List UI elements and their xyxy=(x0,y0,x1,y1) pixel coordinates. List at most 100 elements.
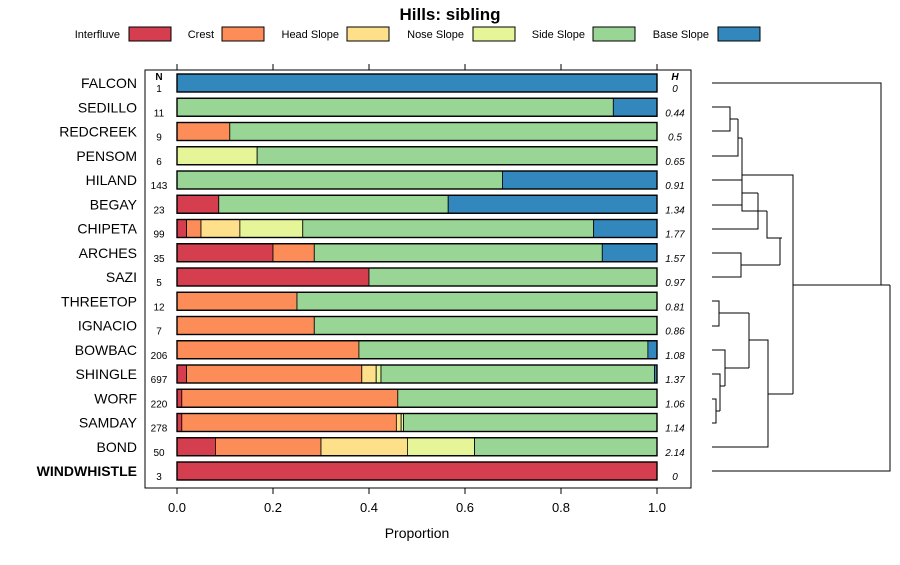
bar-segment-15-0 xyxy=(176,437,216,457)
bar-segment-7-1 xyxy=(272,243,315,263)
bar-segment-8-4 xyxy=(368,267,658,287)
category-label-0: FALCON xyxy=(81,75,137,91)
row-bond: BOND 50 2.14 xyxy=(97,437,685,459)
x-axis: 0.0 0.2 0.4 0.6 0.8 1.0 xyxy=(168,64,666,515)
row-threetop: THREETOP 12 0.81 xyxy=(61,291,685,313)
bar-segment-12-3 xyxy=(375,364,382,384)
dendrogram-branch-threetop-ignacio xyxy=(712,300,749,327)
row-hiland: HILAND 143 0.91 xyxy=(86,170,685,192)
h-value-1: 0.44 xyxy=(665,108,685,119)
category-label-14: SAMDAY xyxy=(79,415,138,431)
row-begay: BEGAY 23 1.34 xyxy=(90,194,685,216)
bar-segment-6-4 xyxy=(302,219,595,238)
h-value-0: 0 xyxy=(672,84,678,95)
row-ignacio: IGNACIO 7 0.86 xyxy=(78,315,685,338)
bar-segment-13-1 xyxy=(181,388,399,408)
x-tick-label-4: 0.8 xyxy=(552,500,570,515)
row-pensom: PENSOM 6 0.65 xyxy=(76,146,685,168)
h-value-11: 1.08 xyxy=(665,351,685,362)
n-value-13: 220 xyxy=(151,399,168,410)
bar-segment-1-5 xyxy=(612,97,658,117)
bar-outline-5 xyxy=(176,194,658,214)
dendrogram-branch-hiland-begay xyxy=(712,179,758,206)
x-tick-label-5: 1.0 xyxy=(648,500,666,515)
category-label-7: ARCHES xyxy=(79,245,137,261)
row-windwhistle: WINDWHISTLE 3 0 xyxy=(37,461,678,483)
bar-outline-9 xyxy=(176,291,658,311)
h-value-5: 1.34 xyxy=(665,205,685,216)
category-label-5: BEGAY xyxy=(90,196,138,212)
category-label-12: SHINGLE xyxy=(76,366,137,382)
chart-title: Hills: sibling xyxy=(399,5,500,24)
h-value-12: 1.37 xyxy=(665,375,685,386)
dendrogram-branch-mid-cluster xyxy=(712,313,793,448)
n-value-1: 11 xyxy=(154,108,165,119)
legend-label-3: Nose Slope xyxy=(407,29,464,41)
category-label-16: WINDWHISTLE xyxy=(37,463,137,479)
n-value-2: 9 xyxy=(156,133,162,144)
bar-outline-4 xyxy=(176,170,658,190)
legend-label-2: Head Slope xyxy=(282,29,340,41)
h-value-2: 0.5 xyxy=(668,133,682,144)
legend-swatch-2 xyxy=(346,26,390,42)
bar-outline-6 xyxy=(176,218,658,239)
category-label-3: PENSOM xyxy=(76,148,137,164)
category-label-15: BOND xyxy=(97,439,137,455)
n-value-10: 7 xyxy=(156,327,162,338)
legend-swatch-1 xyxy=(221,26,265,42)
bar-segment-10-1 xyxy=(176,316,315,335)
h-column-header: H xyxy=(671,72,679,83)
bar-outline-7 xyxy=(176,243,658,263)
bar-segment-11-5 xyxy=(647,340,658,360)
dendrogram xyxy=(712,82,891,472)
bar-segment-6-2 xyxy=(200,219,241,238)
n-value-4: 143 xyxy=(151,181,168,192)
bar-rows: FALCON 1 0 SEDILLO 11 0.44 REDCREEK 9 0.5 PENSOM 6… xyxy=(37,73,685,483)
bar-segment-6-3 xyxy=(239,219,304,238)
bar-segment-15-2 xyxy=(320,437,408,457)
bar-segment-14-4 xyxy=(403,413,658,432)
legend: Interfluve Crest Head Slope Nose Slope Side … xyxy=(75,26,761,42)
bar-segment-4-5 xyxy=(502,170,658,190)
bar-outline-12 xyxy=(176,364,658,384)
n-value-14: 278 xyxy=(151,424,168,435)
category-label-2: REDCREEK xyxy=(59,124,137,140)
category-label-1: SEDILLO xyxy=(78,99,137,115)
dendrogram-branch-pensom xyxy=(712,119,742,157)
bar-outline-16 xyxy=(176,461,658,481)
dendrogram-branch-sedillo-redcreek xyxy=(712,106,738,132)
bar-outline-2 xyxy=(176,121,658,142)
bar-outline-10 xyxy=(176,315,658,336)
bar-segment-8-0 xyxy=(176,267,370,287)
bar-outline-13 xyxy=(176,388,658,408)
h-value-10: 0.86 xyxy=(665,327,685,338)
legend-label-4: Side Slope xyxy=(532,29,585,41)
bar-segment-4-4 xyxy=(176,170,503,190)
category-label-4: HILAND xyxy=(86,172,137,188)
bar-segment-0-5 xyxy=(176,73,658,93)
bar-segment-3-4 xyxy=(256,146,658,166)
category-label-13: WORF xyxy=(94,390,137,406)
h-value-13: 1.06 xyxy=(665,399,685,410)
row-worf: WORF 220 1.06 xyxy=(94,388,685,410)
n-value-15: 50 xyxy=(153,448,165,459)
bar-segment-6-5 xyxy=(593,219,658,238)
n-value-0: 1 xyxy=(156,84,162,95)
plot-frame xyxy=(144,69,692,489)
row-shingle: SHINGLE 697 1.37 xyxy=(76,364,685,386)
bar-segment-14-1 xyxy=(181,413,397,432)
bar-segment-9-1 xyxy=(176,291,298,311)
h-value-3: 0.65 xyxy=(665,157,685,168)
legend-label-1: Crest xyxy=(188,29,214,41)
row-arches: ARCHES 35 1.57 xyxy=(79,243,685,265)
row-falcon: FALCON 1 0 xyxy=(81,73,678,95)
dendrogram-branch-arches-sazi xyxy=(712,252,780,278)
bar-segment-14-0 xyxy=(176,413,183,432)
n-value-5: 23 xyxy=(153,205,165,216)
dendrogram-branch-left-cluster xyxy=(782,174,881,394)
row-samday: SAMDAY 278 1.14 xyxy=(79,412,685,435)
bar-segment-5-0 xyxy=(176,194,220,214)
bar-segment-1-4 xyxy=(176,97,614,117)
bar-segment-7-5 xyxy=(601,243,658,263)
row-sazi: SAZI 5 0.97 xyxy=(106,267,685,289)
